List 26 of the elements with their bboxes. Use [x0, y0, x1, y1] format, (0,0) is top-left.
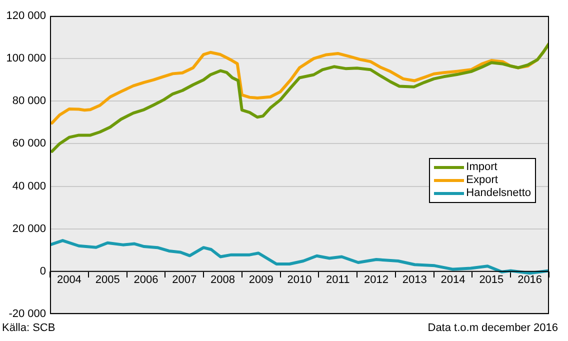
x-tick-label: 2012 [364, 274, 389, 286]
x-tick-label: 2007 [172, 274, 197, 286]
y-tick-label: -20 000 [8, 308, 46, 320]
legend-label: Handelsnetto [466, 187, 531, 200]
x-tick-label: 2006 [134, 274, 158, 286]
y-tick-label: 0 [40, 265, 46, 278]
x-tick-label: 2015 [479, 274, 504, 286]
text: Källa: SCB [2, 322, 56, 334]
text: Data t.o.m december 2016 [428, 322, 558, 334]
x-tick-label: 2008 [210, 274, 235, 286]
x-tick-label: 2005 [95, 274, 120, 286]
legend-label: Export [466, 174, 498, 187]
y-tick-label: 100 000 [6, 52, 46, 65]
x-tick-label: 2009 [248, 274, 274, 286]
x-tick-label: 2010 [287, 274, 312, 286]
y-tick-label: 120 000 [6, 10, 46, 22]
y-tick-label: 40 000 [12, 180, 46, 192]
x-tick-label: 2016 [518, 274, 542, 286]
y-tick-label: 20 000 [12, 222, 46, 235]
x-tick-label: 2011 [326, 274, 350, 286]
legend-label: Import [466, 161, 498, 174]
x-tick-label: 2013 [402, 274, 427, 286]
y-tick-label: 80 000 [12, 95, 46, 108]
x-tick-label: 2014 [440, 274, 466, 286]
x-tick-label: 2004 [56, 274, 82, 286]
y-tick-label: 60 000 [12, 138, 46, 150]
